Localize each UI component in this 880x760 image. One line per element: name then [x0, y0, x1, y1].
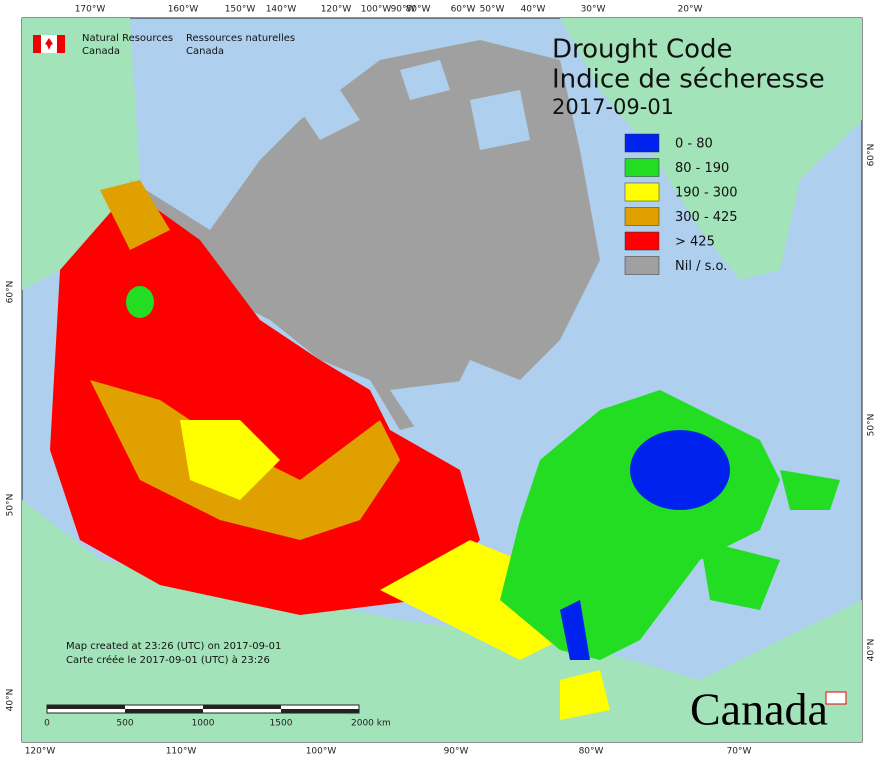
hudson-bay [390, 380, 560, 470]
wordmark: Canada [690, 684, 828, 735]
latitude-label: 40°N [867, 639, 877, 662]
longitude-label: 30°W [581, 5, 606, 15]
subtitle: Indice de sécheresse [552, 65, 825, 95]
region-red [50, 190, 480, 615]
region-yellow [180, 420, 610, 720]
region-green [500, 390, 840, 660]
alaska [22, 18, 140, 290]
latitude-label: 40°N [6, 689, 16, 712]
legend-label: 190 - 300 [675, 186, 738, 201]
longitude-label: 90°W [444, 747, 469, 757]
region-orange [90, 180, 400, 540]
agency-fr: Ressources naturelles [186, 33, 295, 44]
longitude-label: 20°W [678, 5, 703, 15]
date: 2017-09-01 [552, 95, 674, 119]
longitude-label: 90°W [391, 5, 416, 15]
scale-segment [125, 709, 203, 713]
wordmark-flag [825, 691, 847, 705]
legend-swatch [624, 231, 660, 251]
logo [33, 35, 65, 53]
longitude-label: 140°W [266, 5, 297, 15]
agency-en: Canada [82, 46, 120, 57]
legend: 0 - 80 80 - 190 190 - 300 300 - 425 > 425 Nil… [624, 133, 738, 275]
legend-swatch [624, 158, 660, 177]
flag-leaf [45, 38, 53, 50]
legend-label: Nil / s.o. [675, 259, 727, 274]
scale-label: 0 [44, 719, 50, 729]
legend-swatch [624, 207, 660, 226]
longitude-label: 110°W [166, 747, 197, 757]
region-green-west [126, 286, 154, 318]
legend-swatch [624, 182, 660, 202]
longitude-label: 60°W [451, 5, 476, 15]
note: Map created at 23:26 (UTC) on 2017-09-01 [66, 641, 281, 652]
longitude-label: 160°W [168, 5, 199, 15]
united-states [22, 500, 862, 742]
longitude-label: 120°W [25, 747, 56, 757]
region-blue-south [560, 600, 590, 660]
legend-swatch [624, 256, 660, 275]
latitude-label: 60°N [6, 281, 16, 304]
longitude-label: 70°W [727, 747, 752, 757]
longitude-label: 120°W [321, 5, 352, 15]
scale-label: 1500 [270, 719, 293, 729]
longitude-label: 150°W [225, 5, 256, 15]
latitude-label: 60°N [867, 144, 877, 167]
title: Drought Code [552, 35, 733, 65]
legend-label: 0 - 80 [675, 137, 713, 152]
latitude-label: 50°N [867, 414, 877, 437]
scale-segment [203, 705, 281, 709]
legend-swatch [624, 133, 660, 153]
longitude-label: 100°W [361, 5, 392, 15]
agency-en: Natural Resources [82, 33, 173, 44]
longitude-label: 80°W [406, 5, 431, 15]
channels [300, 60, 530, 150]
scale-label: 1000 [192, 719, 215, 729]
legend-label: 300 - 425 [675, 210, 738, 225]
agency-fr: Canada [186, 46, 224, 57]
region-blue [630, 430, 730, 510]
longitude-label: 170°W [75, 5, 106, 15]
scale-bar [46, 704, 360, 714]
basemap [22, 18, 862, 742]
latitude-label: 50°N [6, 494, 16, 517]
scale-label: 500 [116, 719, 133, 729]
longitude-label: 40°W [521, 5, 546, 15]
scale-label: 2000 km [351, 719, 391, 729]
flag-bar [33, 35, 41, 53]
longitude-label: 50°W [480, 5, 505, 15]
longitude-label: 80°W [579, 747, 604, 757]
legend-label: 80 - 190 [675, 161, 729, 176]
legend-label: > 425 [675, 235, 715, 250]
scale-segment [47, 705, 125, 709]
note: Carte créée le 2017-09-01 (UTC) à 23:26 [66, 654, 270, 666]
scale-segment [281, 709, 359, 713]
longitude-label: 100°W [306, 747, 337, 757]
flag-bar [57, 35, 65, 53]
greenland [560, 18, 862, 280]
